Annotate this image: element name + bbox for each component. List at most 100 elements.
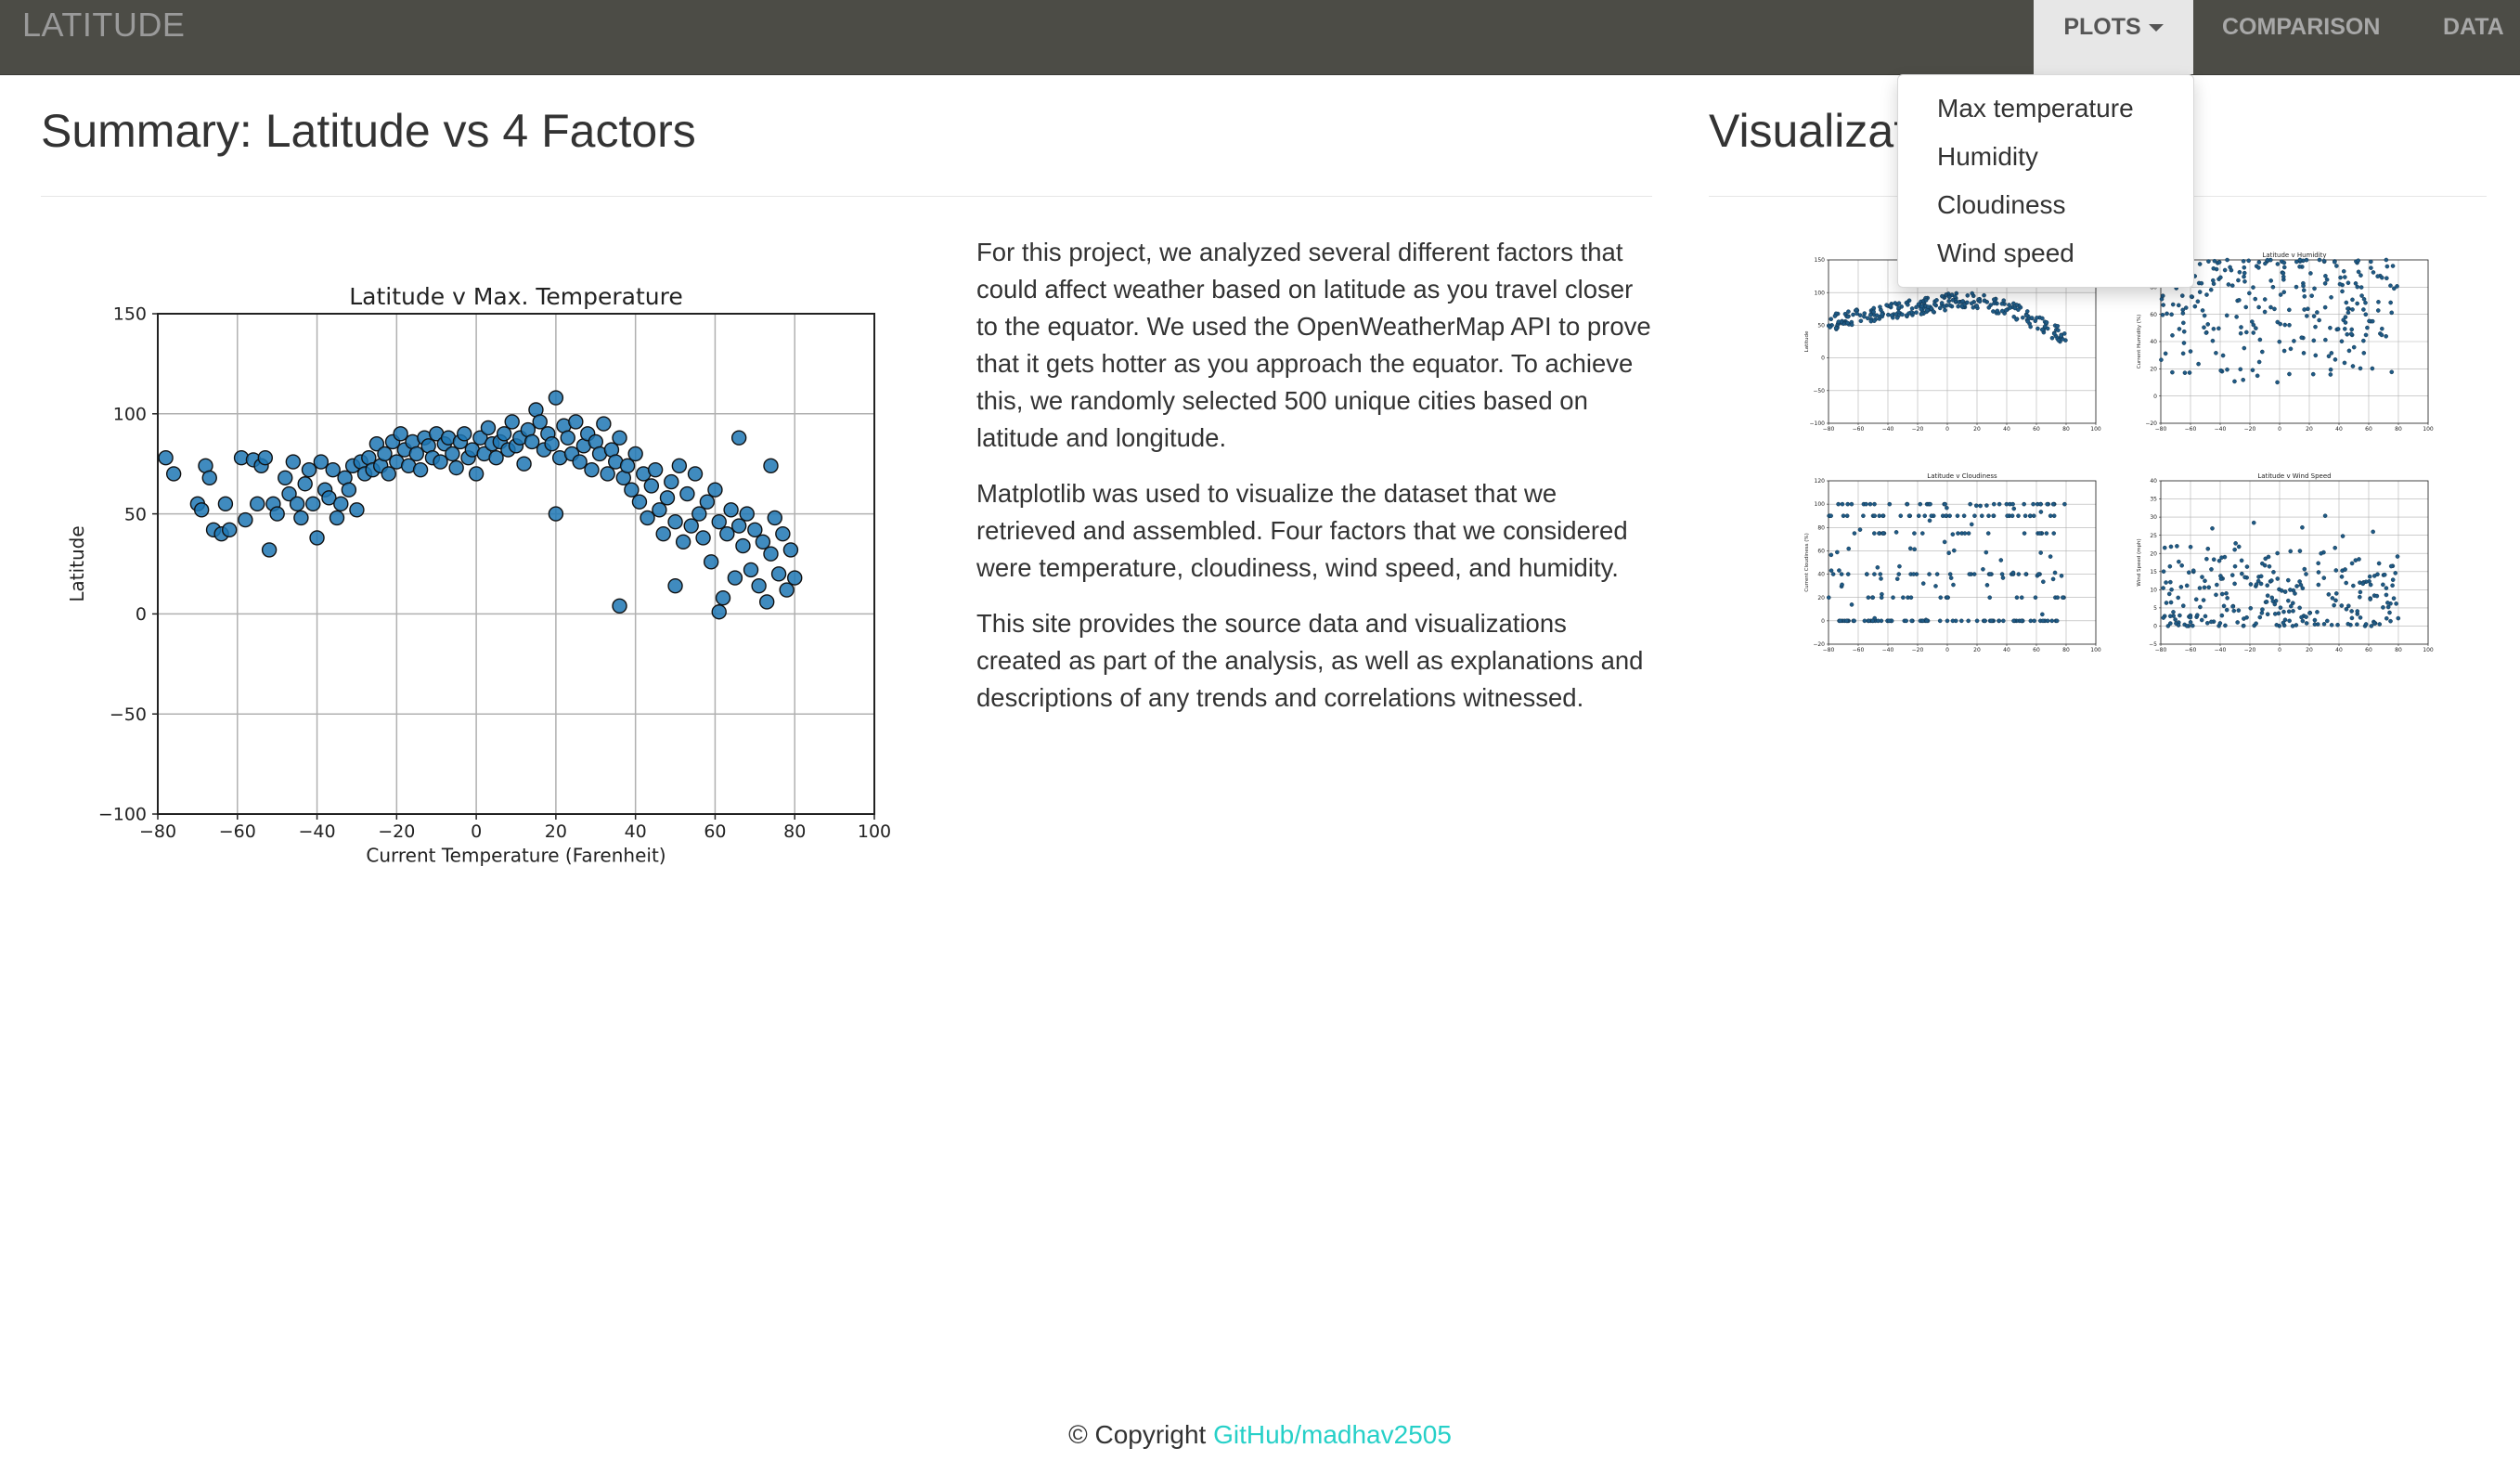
data-point xyxy=(675,534,691,549)
x-tick-label: 80 xyxy=(783,821,806,842)
data-point xyxy=(664,473,679,490)
data-point xyxy=(1999,572,2005,576)
data-point xyxy=(2211,327,2216,331)
x-tick-label: 0 xyxy=(2278,647,2281,653)
data-point xyxy=(624,482,640,498)
data-point xyxy=(2287,307,2292,313)
y-tick-label: 100 xyxy=(1815,290,1826,296)
data-point xyxy=(1900,312,1905,317)
data-point xyxy=(2384,257,2389,263)
data-point xyxy=(1969,301,1974,306)
menu-item-wind-speed[interactable]: Wind speed xyxy=(1937,239,2074,267)
data-point xyxy=(2304,257,2309,263)
menu-item-max-temperature[interactable]: Max temperature xyxy=(1937,94,2134,123)
data-point xyxy=(1997,501,2002,507)
y-tick-label: 30 xyxy=(2150,514,2157,521)
data-point xyxy=(1951,582,1956,588)
data-point xyxy=(2218,275,2223,280)
data-point xyxy=(1851,312,1855,317)
data-point xyxy=(221,522,238,538)
data-point xyxy=(2256,260,2262,265)
nav-plots-dropdown[interactable]: PLOTS xyxy=(2034,0,2193,74)
data-point xyxy=(1908,595,1914,601)
data-point xyxy=(2384,615,2389,621)
data-point xyxy=(1857,527,1863,532)
data-point xyxy=(2202,585,2207,590)
x-tick-label: 100 xyxy=(858,821,891,842)
data-point xyxy=(2355,609,2360,614)
thumbnail-wind-speed[interactable]: −80 −60 −40 −20 0 20 40 60 80 100 −5 0 5 10 15 20 25 30 35… xyxy=(2133,470,2449,655)
thumbnail-humidity[interactable]: −80−60−40−20020406080100−20020406080100L… xyxy=(2133,249,2449,434)
x-tick-label: −40 xyxy=(2215,647,2227,653)
data-point xyxy=(1832,314,1838,318)
data-point xyxy=(1835,549,1840,555)
data-point xyxy=(2168,600,2174,605)
y-tick-label: −50 xyxy=(1813,388,1825,394)
x-tick-label: 100 xyxy=(2423,426,2434,433)
data-point xyxy=(2358,366,2363,371)
data-point xyxy=(480,420,497,436)
data-point xyxy=(2036,572,2041,576)
data-point xyxy=(1934,298,1939,303)
data-point xyxy=(1947,513,1952,519)
x-tick-label: −20 xyxy=(2244,426,2256,433)
data-point xyxy=(703,554,719,570)
data-point xyxy=(2346,603,2351,609)
data-point xyxy=(2307,611,2312,615)
data-point xyxy=(1944,513,1948,519)
menu-item-humidity[interactable]: Humidity xyxy=(1937,142,2038,171)
data-point xyxy=(2384,264,2390,269)
data-point xyxy=(2297,549,2303,553)
data-point xyxy=(2358,285,2364,290)
data-point xyxy=(2011,315,2017,319)
y-axis-label: Wind Speed (mph) xyxy=(2137,538,2142,586)
data-point xyxy=(2263,556,2268,562)
thumbnail-cloudiness[interactable]: −80 −60 −40 −20 0 20 40 60 80 100 −20 0 20 40 60 80 100 1… xyxy=(1801,470,2116,655)
data-point xyxy=(2346,348,2352,354)
data-point xyxy=(2333,591,2339,596)
data-point xyxy=(2197,586,2203,590)
data-point xyxy=(568,414,584,430)
data-point xyxy=(2020,315,2025,320)
data-point xyxy=(1986,513,1991,519)
data-point xyxy=(2315,310,2320,315)
data-point xyxy=(2205,546,2211,551)
nav-data[interactable]: DATA xyxy=(2443,14,2504,40)
data-point xyxy=(1912,531,1917,536)
data-point xyxy=(643,478,660,494)
data-point xyxy=(2350,364,2356,368)
data-point xyxy=(2242,274,2246,279)
data-point xyxy=(2269,578,2274,583)
data-point xyxy=(2192,304,2198,309)
data-point xyxy=(1896,301,1902,305)
data-point xyxy=(2369,259,2373,265)
data-point xyxy=(2038,510,2044,514)
menu-item-cloudiness[interactable]: Cloudiness xyxy=(1937,190,2066,219)
data-point xyxy=(289,496,305,512)
data-point xyxy=(2272,306,2277,312)
github-link[interactable]: GitHub/madhav2505 xyxy=(1213,1420,1452,1449)
data-point xyxy=(2268,278,2273,283)
y-tick-label: 40 xyxy=(1817,572,1825,578)
data-point xyxy=(2209,619,2214,625)
data-point xyxy=(2176,303,2181,308)
data-point xyxy=(2233,541,2238,546)
data-point xyxy=(1845,320,1850,326)
data-point xyxy=(2358,615,2363,620)
data-point xyxy=(1998,558,2004,562)
data-point xyxy=(2234,315,2239,319)
data-point xyxy=(2282,617,2288,623)
data-point xyxy=(2272,601,2278,607)
brand-logo[interactable]: LATITUDE xyxy=(22,6,186,44)
data-point xyxy=(2160,313,2165,317)
data-point xyxy=(2010,570,2016,575)
data-point xyxy=(2274,623,2280,627)
data-point xyxy=(2288,603,2294,609)
data-point xyxy=(2370,318,2375,324)
data-point xyxy=(2255,578,2261,584)
data-point xyxy=(377,446,393,462)
data-point xyxy=(2270,284,2276,290)
nav-comparison[interactable]: COMPARISON xyxy=(2222,14,2381,40)
data-point xyxy=(2388,563,2394,569)
data-point xyxy=(2379,332,2384,338)
